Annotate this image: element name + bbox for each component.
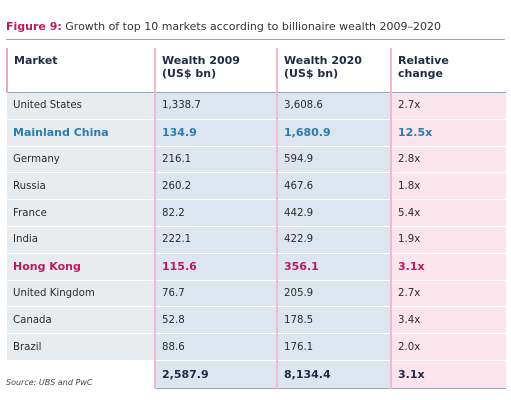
cell-wealth-2009: 82.2	[154, 199, 277, 227]
table-header-row: Market Wealth 2009 (US$ bn) Wealth 2020 …	[6, 48, 506, 93]
cell-wealth-2009: 115.6	[154, 253, 277, 281]
table-row: United Kingdom 76.7 205.9 2.7x	[7, 280, 506, 308]
table-row-highlight-hong-kong: Hong Kong 115.6 356.1 3.1x	[7, 253, 506, 281]
cell-wealth-2020: 3,608.6	[276, 92, 391, 120]
cell-wealth-2020: 176.1	[276, 333, 391, 361]
cell-relative-change: 1.9x	[390, 226, 506, 254]
table-row: Canada 52.8 178.5 3.4x	[7, 306, 506, 335]
figure-title-text: Growth of top 10 markets according to bi…	[65, 20, 441, 33]
cell-wealth-2020: 422.9	[276, 226, 391, 254]
cell-market: France	[7, 199, 155, 227]
cell-relative-change: 12.5x	[390, 119, 506, 147]
table-row: Germany 216.1 594.9 2.8x	[7, 146, 506, 174]
table-row: France 82.2 442.9 5.4x	[7, 199, 506, 227]
figure-label: Figure 9:	[6, 20, 62, 33]
cell-market: Russia	[7, 172, 155, 201]
cell-wealth-2020: 442.9	[276, 199, 391, 227]
source-note: Source: UBS and PwC	[6, 378, 93, 387]
figure-title: Figure 9: Growth of top 10 markets accor…	[6, 20, 441, 33]
header-market: Market	[6, 48, 155, 93]
cell-market: Brazil	[7, 333, 155, 361]
cell-total-relative-change: 3.1x	[390, 360, 506, 389]
table-row-highlight-china: Mainland China 134.9 1,680.9 12.5x	[7, 119, 506, 147]
cell-wealth-2020: 1,680.9	[276, 119, 391, 147]
table-row: Brazil 88.6 176.1 2.0x	[7, 333, 506, 361]
header-wealth-2009-line1: Wealth 2009	[162, 54, 240, 67]
cell-market: Germany	[7, 146, 155, 174]
table-row: India 222.1 422.9 1.9x	[7, 226, 506, 254]
table-row: United States 1,338.7 3,608.6 2.7x	[7, 92, 506, 120]
header-relative-line2: change	[398, 67, 443, 80]
cell-market: Mainland China	[7, 119, 155, 147]
cell-wealth-2020: 356.1	[276, 253, 391, 281]
header-wealth-2009-line2: (US$ bn)	[162, 67, 217, 80]
wealth-table: Market Wealth 2009 (US$ bn) Wealth 2020 …	[6, 48, 506, 389]
header-wealth-2020-line2: (US$ bn)	[284, 67, 339, 80]
header-wealth-2020: Wealth 2020 (US$ bn)	[276, 48, 391, 93]
cell-relative-change: 1.8x	[390, 172, 506, 201]
cell-wealth-2020: 178.5	[276, 306, 391, 335]
cell-wealth-2020: 205.9	[276, 280, 391, 308]
cell-market: United States	[7, 92, 155, 120]
cell-wealth-2020: 467.6	[276, 172, 391, 201]
top-divider	[6, 39, 505, 40]
cell-wealth-2009: 1,338.7	[154, 92, 277, 120]
cell-market: Canada	[7, 306, 155, 335]
cell-relative-change: 5.4x	[390, 199, 506, 227]
cell-wealth-2009: 76.7	[154, 280, 277, 308]
cell-relative-change: 2.8x	[390, 146, 506, 174]
cell-total-blank	[7, 360, 155, 389]
cell-wealth-2009: 134.9	[154, 119, 277, 147]
cell-wealth-2009: 222.1	[154, 226, 277, 254]
cell-market: Hong Kong	[7, 253, 155, 281]
cell-relative-change: 2.0x	[390, 333, 506, 361]
header-wealth-2009: Wealth 2009 (US$ bn)	[154, 48, 277, 93]
cell-wealth-2020: 594.9	[276, 146, 391, 174]
header-relative-change: Relative change	[390, 48, 506, 93]
cell-total-wealth-2020: 8,134.4	[276, 360, 391, 389]
cell-total-wealth-2009: 2,587.9	[154, 360, 277, 389]
table-row: Russia 260.2 467.6 1.8x	[7, 172, 506, 201]
cell-wealth-2009: 88.6	[154, 333, 277, 361]
cell-wealth-2009: 216.1	[154, 146, 277, 174]
header-relative-line1: Relative	[398, 54, 449, 67]
cell-market: India	[7, 226, 155, 254]
cell-relative-change: 3.1x	[390, 253, 506, 281]
cell-market: United Kingdom	[7, 280, 155, 308]
cell-relative-change: 2.7x	[390, 92, 506, 120]
header-wealth-2020-line1: Wealth 2020	[284, 54, 362, 67]
table-total-row: 2,587.9 8,134.4 3.1x	[7, 360, 506, 389]
header-market-label: Market	[14, 54, 58, 67]
cell-wealth-2009: 260.2	[154, 172, 277, 201]
cell-relative-change: 2.7x	[390, 280, 506, 308]
cell-wealth-2009: 52.8	[154, 306, 277, 335]
cell-relative-change: 3.4x	[390, 306, 506, 335]
